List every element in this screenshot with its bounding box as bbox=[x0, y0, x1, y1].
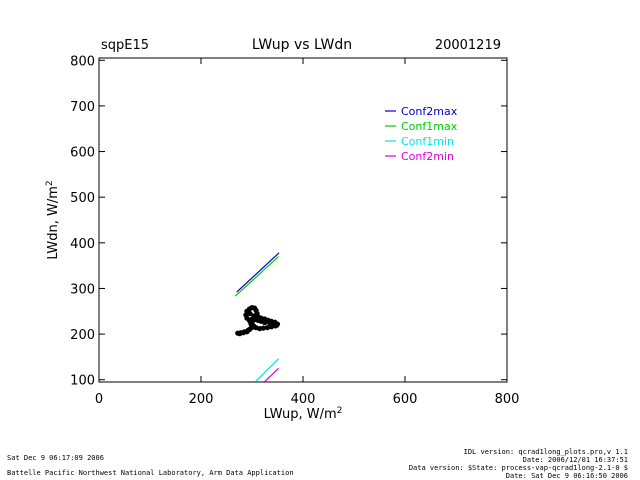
footer-idl-date: Date: 2006/12/01 16:37:51 bbox=[522, 456, 628, 464]
y-tick-label: 700 bbox=[70, 100, 95, 115]
footer-org: Battelle Pacific Northwest National Labo… bbox=[7, 469, 294, 477]
scatter-point bbox=[262, 320, 268, 326]
scatter-point bbox=[264, 325, 270, 331]
legend-label: Conf2min bbox=[401, 150, 454, 163]
legend-label: Conf1min bbox=[401, 135, 454, 148]
scatter-layer bbox=[235, 305, 281, 337]
x-axis-label: LWup, W/m2 bbox=[264, 406, 343, 422]
y-tick-label: 200 bbox=[70, 328, 95, 343]
series-line-conf1max bbox=[234, 256, 279, 297]
footer-data-version: Data version: $State: process-vap-qcrad1… bbox=[408, 464, 628, 472]
x-tick-label: 400 bbox=[291, 392, 316, 407]
legend-label: Conf2max bbox=[401, 105, 458, 118]
scatter-point bbox=[273, 322, 280, 329]
scatter-point bbox=[253, 315, 260, 321]
series-line-conf2min bbox=[264, 367, 279, 382]
x-ticks: 0 200 400 600 800 bbox=[95, 58, 520, 407]
chart-title: LWup vs LWdn bbox=[252, 37, 352, 53]
x-tick-label: 200 bbox=[189, 392, 214, 407]
y-tick-label: 600 bbox=[70, 146, 95, 161]
y-tick-label: 100 bbox=[70, 374, 95, 389]
footer-data-date: Date: Sat Dec 9 06:16:50 2006 bbox=[505, 472, 628, 480]
legend: Conf2max Conf1max Conf1min Conf2min bbox=[385, 105, 458, 163]
y-axis-label: LWdn, W/m2 bbox=[45, 180, 61, 259]
y-tick-label: 400 bbox=[70, 237, 95, 252]
x-tick-label: 800 bbox=[495, 392, 520, 407]
legend-label: Conf1max bbox=[401, 120, 458, 133]
y-tick-label: 800 bbox=[70, 54, 95, 69]
footer-timestamp: Sat Dec 9 06:17:09 2006 bbox=[7, 454, 104, 462]
footer-idl-version: IDL version: qcrad1long_plots.pro,v 1.1 bbox=[463, 448, 628, 456]
scatter-point bbox=[237, 331, 243, 337]
y-tick-label: 500 bbox=[70, 191, 95, 206]
x-tick-label: 0 bbox=[95, 392, 103, 407]
y-tick-label: 300 bbox=[70, 282, 95, 297]
series-line-conf2max bbox=[236, 252, 280, 293]
y-ticks: 100 200 300 400 500 600 700 800 bbox=[70, 54, 507, 389]
site-label: sqpE15 bbox=[101, 38, 149, 53]
series-line-conf1min bbox=[255, 358, 279, 382]
scatter-point bbox=[247, 310, 253, 317]
date-label: 20001219 bbox=[435, 38, 501, 53]
x-tick-label: 600 bbox=[393, 392, 418, 407]
series-layer bbox=[234, 252, 280, 382]
